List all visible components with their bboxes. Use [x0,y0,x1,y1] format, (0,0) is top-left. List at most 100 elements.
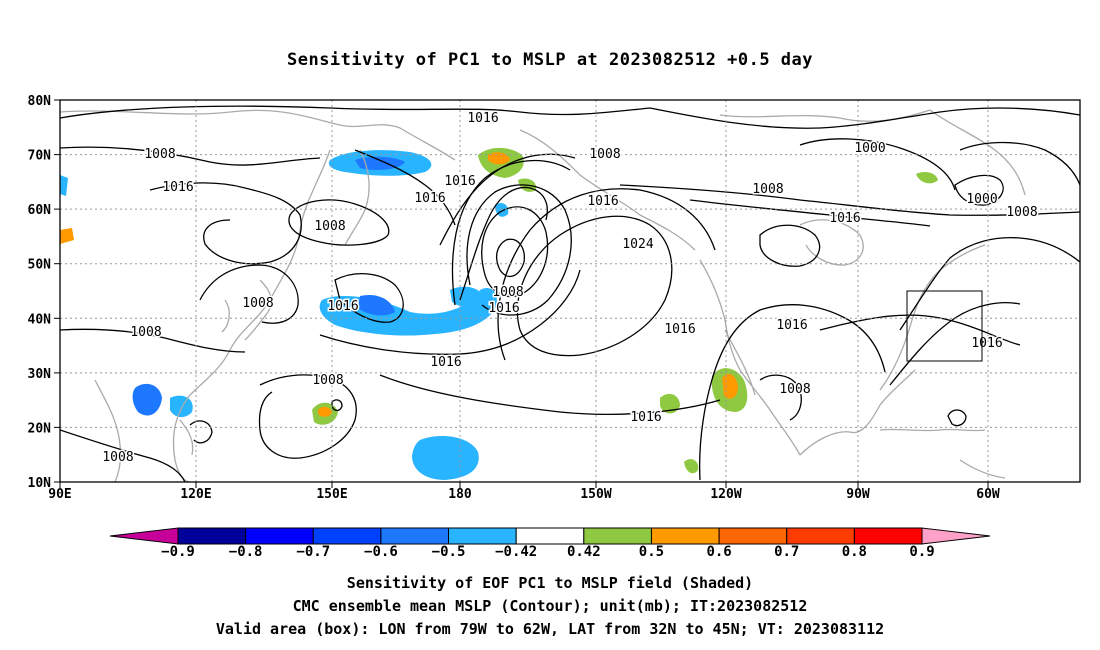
pos-shade-alaska-core [488,152,510,165]
coast-na-west [699,259,801,456]
contour-labels: 1016 1008 1016 1008 1016 1016 1008 1000 … [101,110,1039,467]
coast-caribbean [879,428,986,432]
colorbar-cell [515,527,585,545]
contour-label: 1016 [971,336,1002,351]
neg-shade-scs [170,395,193,418]
contour-1016-na [699,304,886,481]
contour-label: 1016 [327,299,358,314]
colorbar-label: −0.8 [229,544,263,560]
colorbar-left-tip [109,527,179,545]
contour-label: 1016 [444,174,475,189]
contour-label: 1008 [130,325,161,340]
gridlines [60,100,1080,482]
contour-1008-na-north [619,184,1080,216]
coast-japan [244,279,272,341]
colorbar-label: 0.5 [639,544,664,560]
colorbar-cell [583,527,652,545]
contour-1016-east [819,314,1021,346]
coast-kamchatka [344,149,370,246]
coast-gulf-mexico [799,369,916,456]
contour-1016-siberia [149,182,302,265]
contour-1000-labrador [954,174,1004,206]
colorbar-cell [312,527,382,545]
contour-1024-high [516,215,673,357]
contour-label: 1000 [966,192,997,207]
contour-label: 1016 [414,191,445,206]
colorbar-cell [245,527,314,545]
colorbar: −0.9 −0.8 −0.7 −0.6 −0.5 −0.42 0.42 0.5 0.6 0.7 0.… [109,527,991,560]
colorbar-cell [718,527,788,545]
lon-label: 180 [448,487,472,502]
contour-label: 1016 [829,211,860,226]
colorbar-label: −0.42 [495,544,537,560]
lon-label: 150E [316,487,347,502]
contour-1008-west-trop [258,374,357,459]
neg-shade-aleutian [450,286,484,307]
lat-label: 50N [28,258,52,273]
coast-indochina [94,379,122,482]
lon-label: 90E [48,487,71,502]
lat-label: 20N [28,421,52,436]
pos-shade-east-pacific [660,393,680,414]
contour-label: 1008 [102,450,133,465]
contour-1008-greenland [959,141,1080,186]
mslp-contours [60,105,1080,482]
contour-label: 1008 [589,147,620,162]
map-area: 1016 1008 1016 1008 1016 1016 1008 1000 … [60,100,1080,482]
coast-hudson [799,219,864,266]
colorbar-label: 0.6 [706,544,731,560]
contour-1008-gulf [451,159,571,306]
contour-1000-low-2 [481,206,549,298]
caption-line-1: Sensitivity of EOF PC1 to MSLP field (Sh… [346,574,754,592]
colorbar-label: 0.42 [567,544,601,560]
pos-shade-baja [684,459,699,474]
lat-label: 40N [28,312,52,327]
coast-baja [724,329,756,396]
colorbar-label: −0.7 [296,544,330,560]
contour-1016-big-ring [319,269,581,355]
neg-shade-central-pacific-core [358,294,395,316]
contour-atlantic [899,236,1080,331]
contour-label: 1008 [779,382,810,397]
contour-label: 1016 [162,180,193,195]
valid-area-box [906,290,983,362]
colorbar-label: 0.7 [774,544,799,560]
contour-label: 1008 [312,373,343,388]
colorbar-label: −0.6 [364,544,398,560]
contour-1008-japan [199,264,299,324]
coastlines [60,109,1026,482]
contour-label: 1016 [467,111,498,126]
contour-label: 1016 [430,355,461,370]
contour-low-3 [466,184,572,316]
contour-label: 1024 [622,237,653,252]
neg-shade-west-edge [60,175,68,196]
coast-alaska [519,129,696,251]
neg-shade-north-pacific-core [355,156,405,170]
plot-title: Sensitivity of PC1 to MSLP at 2023082512… [286,50,813,70]
contour-label: 1008 [752,182,783,197]
caption-line-3: Valid area (box): LON from 79W to 62W, L… [215,620,885,638]
contour-atlantic-small-ring [947,409,967,427]
contour-1008-west-low [60,328,246,353]
lat-label: 70N [28,149,52,164]
colorbar-label: −0.5 [432,544,466,560]
contour-1016-atlantic-inner [889,302,1021,386]
contour-label: 1008 [242,296,273,311]
colorbar-right-tip [921,527,991,545]
contour-label: 1016 [488,301,519,316]
coast-asia-north [60,109,456,161]
lon-label: 120E [180,487,211,502]
contour-label: 1000 [854,141,885,156]
contour-small-ring [331,399,343,412]
coast-philippines [179,419,194,456]
lat-label: 30N [28,367,52,382]
axis-ticks [54,99,989,488]
contour-label: 1008 [1006,205,1037,220]
contour-label: 1016 [587,194,618,209]
contour-1008-mexico [759,374,802,421]
pos-shade-greenland [916,172,938,184]
lat-label: 10N [28,476,52,491]
contour-1016-na-mid [689,199,931,227]
colorbar-label: 0.9 [909,544,934,560]
